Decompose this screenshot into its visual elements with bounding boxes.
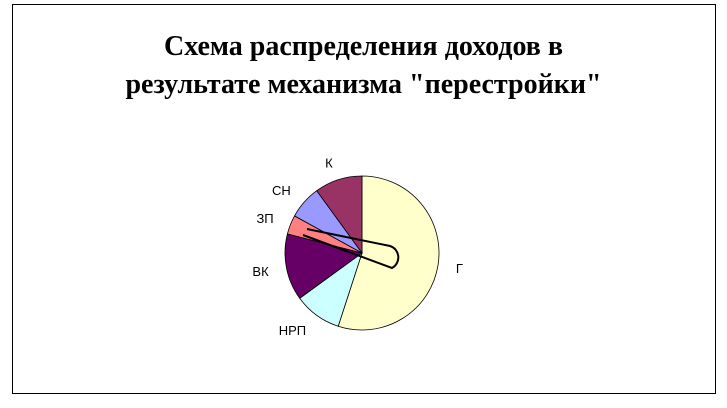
chart-title: Схема распределения доходов в результате… [0, 28, 727, 104]
slice-label-3: ЗП [256, 211, 273, 226]
slice-label-4: СН [272, 183, 291, 198]
slice-label-1: НРП [279, 323, 306, 338]
title-line-2: результате механизма "перестройки" [125, 69, 602, 100]
pie-slice-0 [337, 175, 440, 331]
slice-label-5: К [325, 156, 333, 171]
slice-label-2: ВК [252, 264, 269, 279]
title-line-1: Схема распределения доходов в [163, 31, 564, 62]
chart-frame [12, 4, 716, 394]
arrow-annotation [302, 228, 400, 270]
slice-label-0: Г [456, 261, 463, 276]
pie-slice-5 [316, 175, 363, 255]
